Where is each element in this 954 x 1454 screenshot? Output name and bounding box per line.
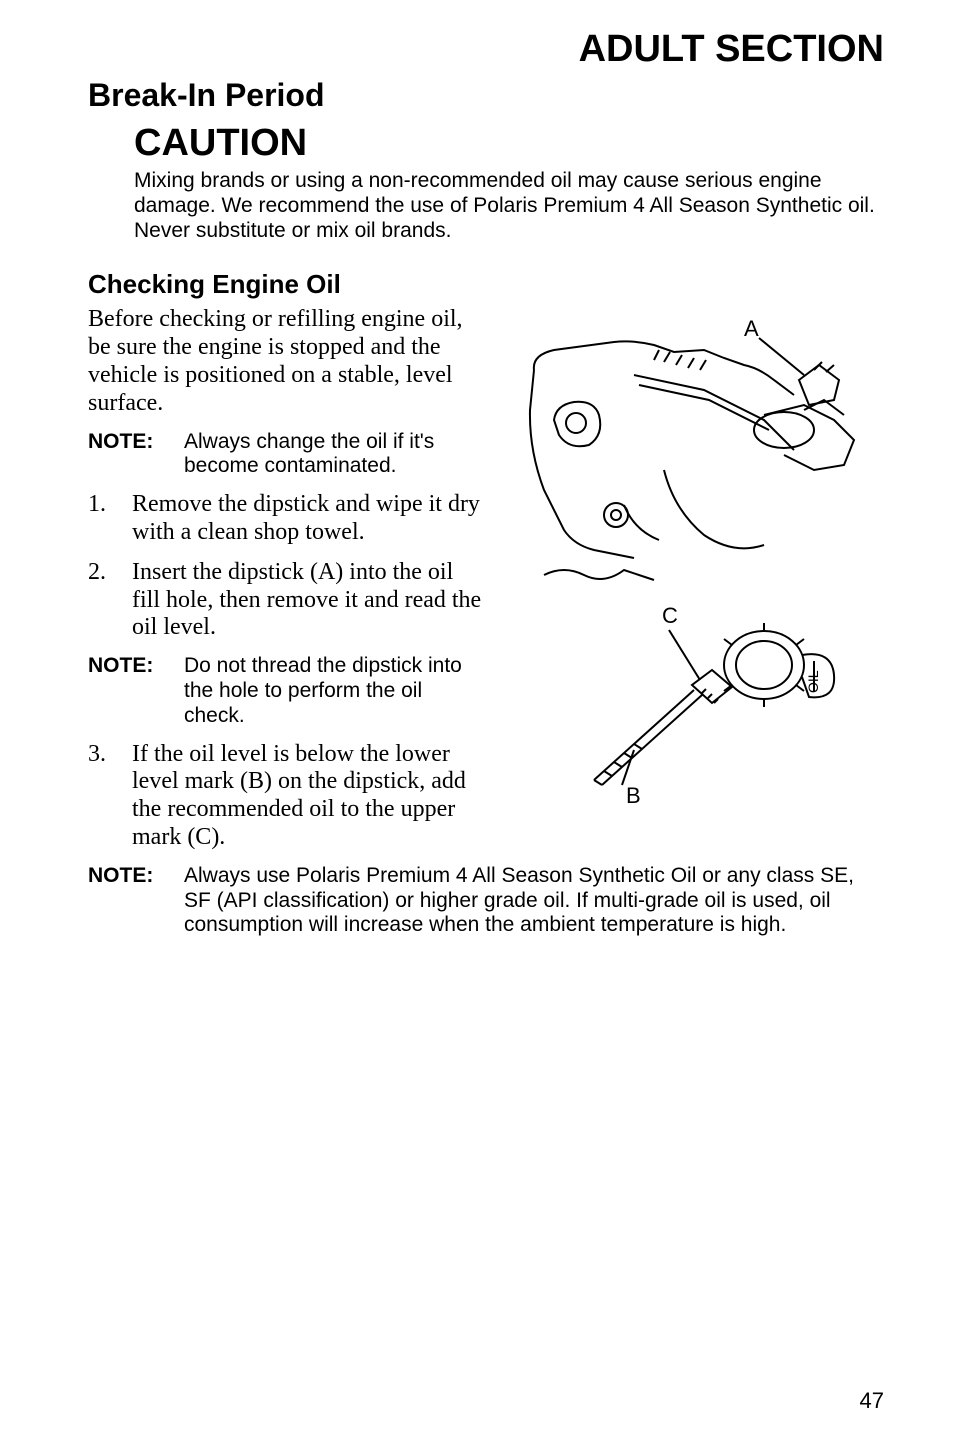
callout-a: A [744, 316, 759, 341]
topic-title: Break-In Period [88, 77, 884, 114]
note-2: NOTE: Do not thread the dipstick into th… [88, 654, 486, 728]
right-column: A [504, 306, 884, 864]
note-label: NOTE: [88, 654, 184, 728]
step-text: Remove the dipstick and wipe it dry with… [132, 491, 486, 547]
step-text: If the oil level is below the lower leve… [132, 741, 486, 852]
page-number: 47 [860, 1388, 884, 1414]
callout-c: C [662, 603, 678, 628]
subheading: Checking Engine Oil [88, 269, 884, 300]
step-3: 3. If the oil level is below the lower l… [88, 741, 486, 852]
dipstick-illustration: OIL C B [584, 595, 844, 805]
note-label: NOTE: [88, 430, 184, 480]
step-text: Insert the dipstick (A) into the oil fil… [132, 559, 486, 642]
step-2: 2. Insert the dipstick (A) into the oil … [88, 559, 486, 642]
step-number: 1. [88, 491, 132, 547]
intro-paragraph: Before checking or refilling engine oil,… [88, 306, 486, 417]
engine-illustration: A [504, 310, 884, 590]
note-3: NOTE: Always use Polaris Premium 4 All S… [88, 864, 884, 938]
note-text: Always use Polaris Premium 4 All Season … [184, 864, 884, 938]
step-number: 2. [88, 559, 132, 642]
oil-label: OIL [805, 671, 821, 694]
left-column: Before checking or refilling engine oil,… [88, 306, 486, 864]
note-label: NOTE: [88, 864, 184, 938]
step-number: 3. [88, 741, 132, 852]
caution-block: CAUTION Mixing brands or using a non-rec… [88, 122, 884, 243]
section-header: ADULT SECTION [88, 28, 884, 71]
callout-b: B [626, 783, 641, 805]
page: ADULT SECTION Break-In Period CAUTION Mi… [0, 0, 954, 1454]
caution-title: CAUTION [134, 122, 884, 165]
note-1: NOTE: Always change the oil if it's beco… [88, 430, 486, 480]
content-columns: Before checking or refilling engine oil,… [88, 306, 884, 864]
caution-body: Mixing brands or using a non-recommended… [134, 169, 884, 243]
note-text: Do not thread the dipstick into the hole… [184, 654, 486, 728]
note-text: Always change the oil if it's become con… [184, 430, 486, 480]
step-1: 1. Remove the dipstick and wipe it dry w… [88, 491, 486, 547]
